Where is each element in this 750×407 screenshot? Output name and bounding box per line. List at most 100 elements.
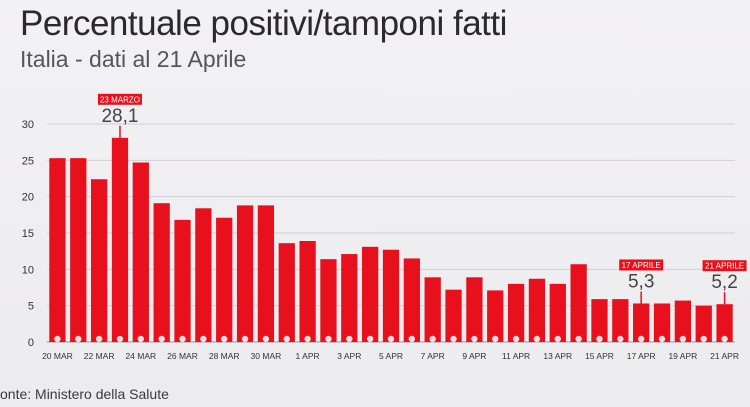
x-tick-label: 21 APR — [710, 351, 739, 361]
x-tick-label: 7 APR — [421, 351, 445, 361]
x-tick-label: 17 APR — [627, 351, 656, 361]
bar — [341, 254, 358, 342]
bar-base-marker — [116, 335, 124, 343]
bar-base-marker — [429, 335, 436, 343]
bar — [528, 278, 546, 342]
y-tick-label: 5 — [28, 301, 34, 313]
bar — [362, 246, 379, 342]
bar-base-marker — [596, 335, 603, 343]
x-tick-label: 19 APR — [668, 351, 697, 361]
bar-base-marker — [366, 335, 374, 343]
annotation-tag: 17 APRILE — [622, 261, 661, 270]
bar — [70, 158, 87, 342]
bar — [445, 289, 462, 342]
annotation-tag: 23 MARZO — [100, 95, 140, 104]
x-tick-label: 22 MAR — [84, 351, 115, 361]
bar-base-marker — [533, 335, 541, 343]
bar-base-marker — [471, 335, 478, 343]
x-tick-label: 28 MAR — [209, 351, 240, 361]
bar — [174, 219, 191, 342]
x-tick-label: 20 MAR — [42, 351, 73, 361]
bar-base-marker — [75, 335, 82, 343]
bar — [570, 264, 587, 342]
x-tick-label: 1 APR — [296, 351, 320, 361]
annotation-tag: 21 APRILE — [705, 262, 744, 271]
bar — [132, 162, 149, 342]
x-tick-label: 24 MAR — [125, 351, 156, 361]
x-tick-label: 13 APR — [543, 351, 572, 361]
x-tick-label: 15 APR — [585, 351, 614, 361]
annotation-tag-box — [619, 259, 664, 271]
x-tick-label: 30 MAR — [251, 351, 282, 361]
bar-base-marker — [554, 335, 561, 343]
x-tick-label: 5 APR — [379, 351, 403, 361]
bar — [320, 259, 337, 342]
bar — [278, 243, 295, 342]
bar-base-marker — [200, 335, 207, 343]
annotation-tag-box — [702, 260, 747, 272]
bar — [466, 277, 483, 342]
bar-base-marker — [283, 335, 290, 343]
annotation-value: 5,3 — [628, 271, 654, 292]
annotation-value: 28,1 — [101, 106, 138, 127]
bar-base-marker — [408, 335, 416, 343]
bar — [382, 249, 400, 342]
bar-base-marker — [325, 335, 332, 343]
bar — [216, 217, 233, 342]
bar — [90, 179, 108, 342]
bar — [612, 299, 629, 342]
bar-base-marker — [492, 335, 499, 343]
bar-base-marker — [346, 335, 353, 343]
bar-base-marker — [700, 335, 707, 343]
bar-base-marker — [179, 335, 186, 343]
bar-base-marker — [658, 335, 666, 343]
bar — [549, 283, 566, 342]
x-tick-label: 3 APR — [337, 351, 361, 361]
bar — [424, 277, 441, 342]
bar — [49, 158, 66, 342]
bar-base-marker — [158, 335, 165, 343]
bar — [507, 283, 525, 342]
y-tick-label: 30 — [22, 119, 34, 131]
y-tick-label: 10 — [22, 264, 34, 276]
bar-base-marker — [450, 335, 457, 343]
bar-base-marker — [721, 335, 728, 343]
bar-base-marker — [617, 335, 624, 343]
bar — [153, 203, 170, 342]
bar-base-marker — [95, 335, 103, 343]
annotation-tag-box — [97, 93, 142, 105]
bar-base-marker — [221, 335, 228, 343]
bar-base-marker — [137, 335, 145, 343]
bar — [653, 303, 671, 342]
x-tick-label: 11 APR — [502, 351, 530, 361]
bar-base-marker — [512, 335, 520, 343]
bar — [195, 208, 212, 342]
y-tick-label: 25 — [22, 155, 34, 167]
bar — [633, 303, 650, 342]
x-tick-label: 9 APR — [462, 351, 486, 361]
bar-base-marker — [679, 335, 687, 343]
bar — [674, 300, 692, 342]
bar-base-marker — [637, 335, 645, 343]
bar — [111, 137, 129, 342]
y-tick-label: 20 — [22, 192, 34, 204]
bar-base-marker — [575, 335, 582, 343]
y-tick-label: 0 — [28, 337, 34, 349]
annotation-value: 5,2 — [711, 272, 737, 293]
bar — [487, 290, 504, 342]
bar — [236, 205, 254, 342]
x-tick-label: 26 MAR — [167, 351, 198, 361]
source-note: onte: Ministero della Salute — [0, 386, 169, 402]
bar-base-marker — [241, 335, 249, 343]
bar — [591, 299, 608, 342]
bar — [695, 305, 712, 342]
bar-base-marker — [262, 335, 270, 343]
chart-subtitle: Italia - dati al 21 Aprile — [20, 46, 247, 72]
chart-title: Percentuale positivi/tamponi fatti — [20, 4, 507, 43]
bar — [299, 240, 316, 342]
bar — [716, 304, 733, 342]
bar — [403, 258, 420, 342]
y-tick-label: 15 — [22, 228, 34, 240]
bar-base-marker — [387, 335, 395, 343]
